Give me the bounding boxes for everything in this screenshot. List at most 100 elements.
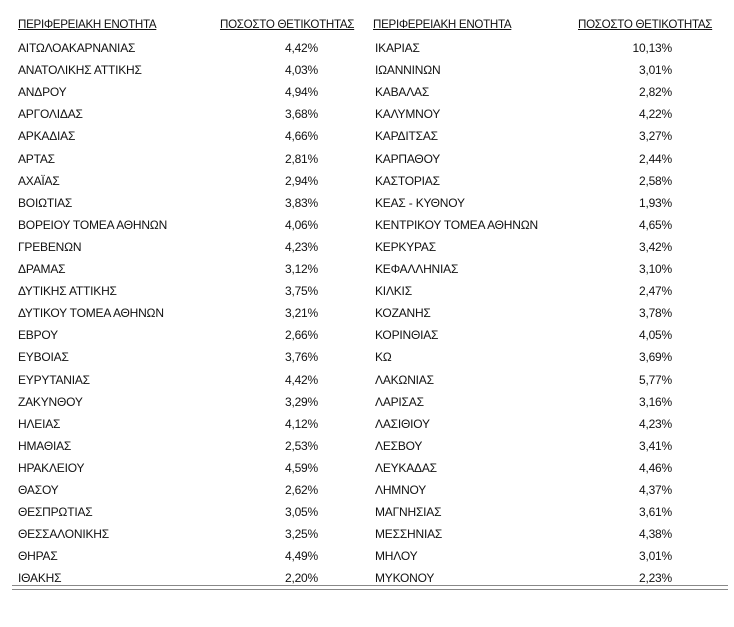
positivity-rate: 3,69% <box>638 350 672 365</box>
regional-unit: ΘΑΣΟΥ <box>18 483 59 497</box>
positivity-rate: 2,94% <box>284 173 318 188</box>
regional-unit: ΚΑΡΠΑΘΟΥ <box>375 151 441 166</box>
regional-unit: ΜΑΓΝΗΣΙΑΣ <box>375 505 442 520</box>
column-header: ΠΕΡΙΦΕΡΕΙΑΚΗ ΕΝΟΤΗΤΑ <box>373 18 512 31</box>
regional-unit: ΙΚΑΡΙΑΣ <box>375 41 420 55</box>
positivity-rate: 3,42% <box>638 239 672 254</box>
regional-unit: ΔΥΤΙΚΟΥ ΤΟΜΕΑ ΑΘΗΝΩΝ <box>18 306 164 321</box>
regional-unit: ΚΩ <box>375 350 392 365</box>
regional-unit: ΚΟΡΙΝΘΙΑΣ <box>375 328 439 343</box>
positivity-rate: 3,01% <box>638 63 672 78</box>
positivity-rate: 4,23% <box>284 239 318 254</box>
positivity-rate: 2,58% <box>638 173 672 188</box>
regional-unit: ΛΕΣΒΟΥ <box>375 438 423 453</box>
regional-unit: ΘΕΣΠΡΩΤΙΑΣ <box>18 505 93 520</box>
regional-unit: ΕΒΡΟΥ <box>18 328 58 343</box>
positivity-rate: 4,42% <box>284 41 318 55</box>
positivity-rate: 3,25% <box>284 527 318 542</box>
regional-unit: ΗΜΑΘΙΑΣ <box>18 438 72 453</box>
positivity-rate: 2,44% <box>638 151 672 166</box>
bottom-rule <box>12 589 728 590</box>
regional-unit: ΘΕΣΣΑΛΟΝΙΚΗΣ <box>18 527 109 542</box>
positivity-rate: 4,38% <box>638 527 672 542</box>
regional-unit: ΙΘΑΚΗΣ <box>18 571 62 586</box>
regional-unit: ΚΙΛΚΙΣ <box>375 284 412 299</box>
positivity-rate: 4,65% <box>638 217 672 232</box>
positivity-rate: 3,75% <box>284 284 318 299</box>
positivity-rate: 4,49% <box>284 549 318 564</box>
positivity-rate: 4,06% <box>284 217 318 232</box>
positivity-rate: 2,20% <box>284 571 318 586</box>
positivity-rate: 4,22% <box>638 107 672 122</box>
regional-unit: ΑΡΓΟΛΙΔΑΣ <box>18 107 83 122</box>
regional-unit: ΙΩΑΝΝΙΝΩΝ <box>375 63 441 78</box>
positivity-rate: 2,47% <box>638 284 672 299</box>
regional-unit: ΚΕΡΚΥΡΑΣ <box>375 239 436 254</box>
regional-unit: ΛΑΚΩΝΙΑΣ <box>375 372 434 387</box>
regional-unit: ΑΝΑΤΟΛΙΚΗΣ ΑΤΤΙΚΗΣ <box>18 63 142 78</box>
regional-unit: ΑΡΚΑΔΙΑΣ <box>18 129 76 144</box>
regional-unit: ΘΗΡΑΣ <box>18 549 58 564</box>
regional-unit: ΕΥΡΥΤΑΝΙΑΣ <box>18 372 90 387</box>
regional-unit: ΑΧΑΪΑΣ <box>18 173 60 188</box>
regional-unit: ΔΡΑΜΑΣ <box>18 262 66 276</box>
column-header: ΠΟΣΟΣΤΟ ΘΕΤΙΚΟΤΗΤΑΣ <box>220 18 355 31</box>
regional-unit: ΒΟΡΕΙΟΥ ΤΟΜΕΑ ΑΘΗΝΩΝ <box>18 217 168 232</box>
positivity-rate: 3,78% <box>638 306 672 321</box>
positivity-rate: 3,29% <box>284 394 318 409</box>
regional-unit: ΓΡΕΒΕΝΩΝ <box>18 239 82 254</box>
positivity-rate: 4,46% <box>638 460 672 475</box>
positivity-rate: 3,12% <box>284 262 318 276</box>
positivity-rate: 4,42% <box>284 372 318 387</box>
positivity-rate: 5,77% <box>638 372 672 387</box>
positivity-rate: 4,12% <box>284 416 318 431</box>
positivity-rate: 2,23% <box>638 571 672 586</box>
column-header: ΠΕΡΙΦΕΡΕΙΑΚΗ ΕΝΟΤΗΤΑ <box>18 18 157 31</box>
positivity-rate: 4,94% <box>284 85 318 100</box>
regional-unit: ΛΑΣΙΘΙΟΥ <box>375 416 430 431</box>
positivity-rate: 2,62% <box>284 483 318 497</box>
positivity-rate: 2,53% <box>284 438 318 453</box>
positivity-rate: 3,41% <box>638 438 672 453</box>
positivity-rate: 4,66% <box>284 129 318 144</box>
regional-unit: ΚΕΦΑΛΛΗΝΙΑΣ <box>375 262 459 276</box>
positivity-rate: 3,68% <box>284 107 318 122</box>
positivity-rate: 3,10% <box>638 262 672 276</box>
positivity-rate: 2,82% <box>638 85 672 100</box>
regional-unit: ΑΝΔΡΟΥ <box>18 85 67 100</box>
positivity-rate: 1,93% <box>638 195 672 210</box>
positivity-rate: 3,16% <box>638 394 672 409</box>
positivity-rate: 4,23% <box>638 416 672 431</box>
regional-unit: ΚΑΒΑΛΑΣ <box>375 85 430 100</box>
column-header: ΠΟΣΟΣΤΟ ΘΕΤΙΚΟΤΗΤΑΣ <box>578 18 713 31</box>
positivity-rate: 3,83% <box>284 195 318 210</box>
regional-unit: ΜΗΛΟΥ <box>375 549 418 564</box>
regional-unit: ΜΥΚΟΝΟΥ <box>375 571 435 586</box>
positivity-rate: 3,61% <box>638 505 672 520</box>
regional-unit: ΛΑΡΙΣΑΣ <box>375 394 424 409</box>
regional-unit: ΖΑΚΥΝΘΟΥ <box>18 394 83 409</box>
positivity-rate: 3,01% <box>638 549 672 564</box>
regional-unit: ΕΥΒΟΙΑΣ <box>18 350 69 365</box>
regional-unit: ΜΕΣΣΗΝΙΑΣ <box>375 527 443 542</box>
regional-unit: ΚΑΛΥΜΝΟΥ <box>375 107 441 122</box>
regional-unit: ΛΗΜΝΟΥ <box>375 483 427 497</box>
regional-unit: ΚΕΝΤΡΙΚΟΥ ΤΟΜΕΑ ΑΘΗΝΩΝ <box>375 217 538 232</box>
regional-unit: ΚΑΣΤΟΡΙΑΣ <box>375 173 440 188</box>
bottom-rule <box>12 585 728 586</box>
positivity-rate: 3,21% <box>284 306 318 321</box>
positivity-rate: 4,59% <box>284 460 318 475</box>
positivity-rate: 4,05% <box>638 328 672 343</box>
regional-unit: ΑΡΤΑΣ <box>18 151 55 166</box>
regional-unit: ΚΕΑΣ - ΚΥΘΝΟΥ <box>375 195 465 210</box>
regional-unit: ΒΟΙΩΤΙΑΣ <box>18 195 73 210</box>
regional-unit: ΔΥΤΙΚΗΣ ΑΤΤΙΚΗΣ <box>18 284 117 299</box>
regional-unit: ΑΙΤΩΛΟΑΚΑΡΝΑΝΙΑΣ <box>18 41 136 55</box>
regional-unit: ΛΕΥΚΑΔΑΣ <box>375 460 437 475</box>
positivity-rate: 2,66% <box>284 328 318 343</box>
positivity-rate: 4,37% <box>638 483 672 497</box>
positivity-rate: 2,81% <box>284 151 318 166</box>
regional-unit: ΚΟΖΑΝΗΣ <box>375 306 431 321</box>
regional-unit: ΚΑΡΔΙΤΣΑΣ <box>375 129 438 144</box>
